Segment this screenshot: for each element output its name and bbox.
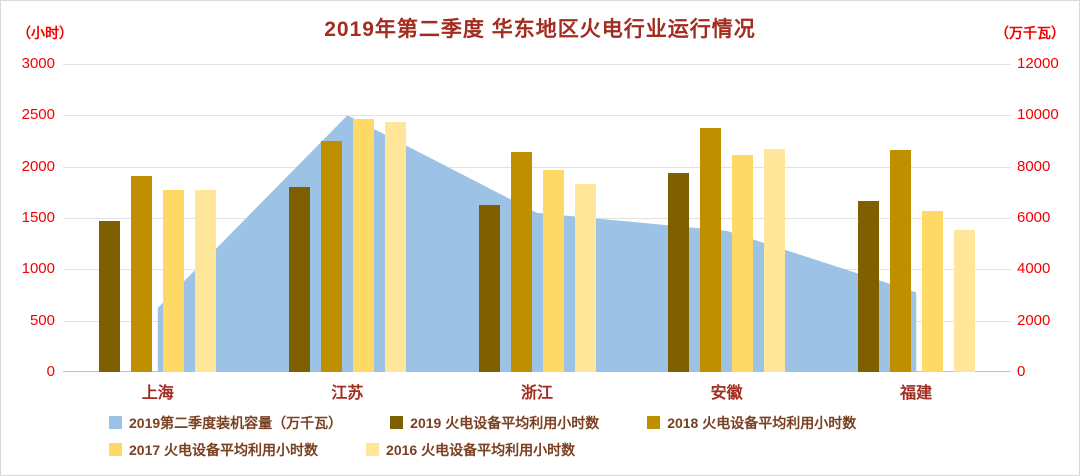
legend-swatch-icon	[109, 416, 122, 429]
bar-2017-福建	[921, 211, 943, 372]
legend-item: 2016 火电设备平均利用小时数	[366, 440, 575, 460]
right-tick-label: 2000	[1017, 311, 1051, 329]
category-label: 上海	[141, 385, 174, 402]
gridline	[63, 115, 1011, 117]
legend-label: 2018 火电设备平均利用小时数	[667, 414, 857, 431]
legend-label: 2016 火电设备平均利用小时数	[386, 441, 576, 458]
legend-swatch-icon	[109, 443, 122, 456]
right-axis-unit-label: （万千瓦）	[995, 25, 1065, 41]
bar-2017-浙江	[542, 170, 564, 372]
bar-2018-福建	[889, 149, 911, 372]
category-label: 浙江	[520, 385, 553, 402]
left-tick-label: 2000	[21, 157, 55, 175]
chart-title: 2019年第二季度 华东地区火电行业运行情况	[324, 18, 756, 41]
bar-2018-江苏	[320, 140, 342, 372]
y-axis-right: 12000 10000 8000 6000 4000 2000 0	[1017, 55, 1077, 380]
legend-row: 2017 火电设备平均利用小时数 2016 火电设备平均利用小时数	[109, 436, 1009, 463]
y-axis-left: 3000 2500 2000 1500 1000 500 0	[1, 55, 55, 380]
left-tick-label: 500	[29, 311, 55, 329]
right-tick-label: 4000	[1017, 260, 1051, 278]
category-axis: 上海 江苏 浙江 安徽 福建	[63, 379, 1011, 402]
bar-2017-安徽	[732, 154, 754, 372]
legend-item: 2019第二季度装机容量（万千瓦）	[109, 413, 342, 433]
bar-2016-浙江	[574, 184, 596, 372]
right-tick-label: 10000	[1017, 106, 1059, 124]
bar-2018-浙江	[510, 151, 532, 372]
bar-2018-安徽	[700, 127, 722, 372]
installed-capacity-area-series	[157, 115, 917, 372]
right-tick-label: 8000	[1017, 157, 1051, 175]
left-axis-unit-label: （小时）	[17, 25, 73, 41]
legend-item: 2017 火电设备平均利用小时数	[109, 440, 318, 460]
bar-2019-福建	[857, 201, 879, 372]
category-label: 江苏	[331, 385, 364, 402]
gridline	[63, 64, 1011, 65]
right-tick-label: 0	[1017, 363, 1026, 380]
legend-label: 2019第二季度装机容量（万千瓦）	[129, 414, 343, 431]
bar-2017-上海	[163, 189, 185, 372]
gridline	[63, 166, 1011, 168]
bar-2019-上海	[99, 221, 121, 372]
bar-2017-江苏	[352, 118, 374, 372]
bar-2016-江苏	[384, 121, 406, 372]
left-tick-label: 0	[46, 363, 55, 380]
right-tick-label: 12000	[1017, 55, 1059, 72]
left-tick-label: 2500	[21, 106, 55, 124]
legend-label: 2017 火电设备平均利用小时数	[129, 441, 319, 458]
bar-2016-安徽	[764, 148, 786, 372]
left-tick-label: 1500	[21, 209, 55, 226]
bar-2019-安徽	[668, 173, 690, 372]
left-tick-label: 3000	[21, 55, 55, 72]
bar-2019-江苏	[288, 186, 310, 372]
bar-2019-浙江	[478, 205, 500, 372]
legend-row: 2019第二季度装机容量（万千瓦） 2019 火电设备平均利用小时数 2018 火电…	[109, 409, 1009, 436]
legend-swatch-icon	[647, 416, 661, 429]
plot-area	[63, 64, 1011, 372]
bar-2018-上海	[131, 175, 153, 372]
right-tick-label: 6000	[1017, 209, 1051, 226]
legend-item: 2018 火电设备平均利用小时数	[647, 413, 856, 433]
category-label: 安徽	[710, 385, 743, 402]
left-tick-label: 1000	[21, 260, 55, 278]
legend-swatch-icon	[390, 416, 404, 429]
legend-item: 2019 火电设备平均利用小时数	[390, 413, 599, 433]
legend: 2019第二季度装机容量（万千瓦） 2019 火电设备平均利用小时数 2018 火电…	[109, 409, 1009, 463]
legend-label: 2019 火电设备平均利用小时数	[410, 414, 600, 431]
bar-2016-福建	[953, 229, 975, 372]
category-label: 福建	[900, 385, 933, 402]
bar-2016-上海	[195, 189, 217, 372]
legend-swatch-icon	[366, 443, 380, 456]
